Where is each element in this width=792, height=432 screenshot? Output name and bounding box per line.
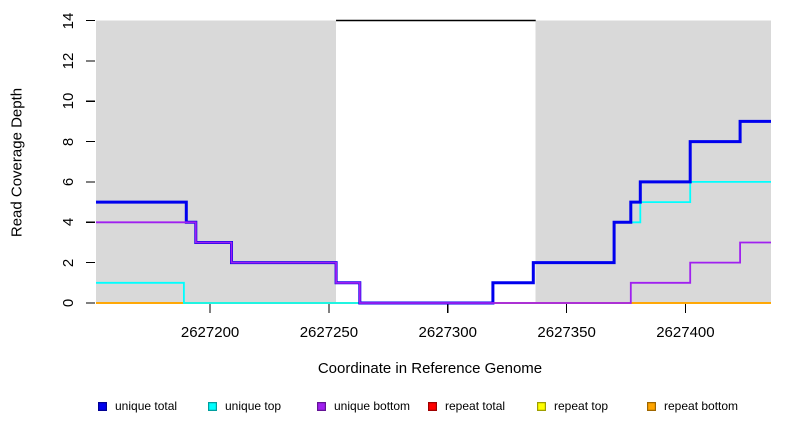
legend-item-repeat-top: repeat top bbox=[537, 400, 608, 412]
x-axis-title: Coordinate in Reference Genome bbox=[317, 360, 543, 377]
legend-label: repeat total bbox=[445, 399, 506, 413]
y-tick-label: 0 bbox=[60, 298, 77, 308]
y-tick-label: 4 bbox=[60, 218, 77, 227]
shaded-region-right-coverage-region bbox=[535, 20, 771, 303]
y-tick-label: 12 bbox=[60, 52, 77, 70]
legend-swatch-icon bbox=[537, 401, 546, 411]
series-unique-bottom bbox=[96, 221, 771, 304]
legend-swatch-icon bbox=[208, 401, 217, 411]
x-tick-label: 2627400 bbox=[656, 324, 715, 341]
shaded-region-left-coverage-region bbox=[96, 20, 337, 303]
y-tick-label: 8 bbox=[60, 137, 77, 146]
x-tick-label: 2627250 bbox=[299, 324, 359, 341]
x-tick-label: 2627350 bbox=[537, 324, 596, 341]
x-tick-label: 2627300 bbox=[418, 324, 477, 341]
legend-swatch-icon bbox=[428, 401, 437, 411]
legend-item-repeat-bottom: repeat bottom bbox=[647, 400, 738, 412]
legend-swatch-icon bbox=[98, 401, 107, 411]
y-tick-label: 10 bbox=[60, 92, 77, 110]
x-tick-label: 2627200 bbox=[180, 324, 240, 341]
y-axis-title: Read Coverage Depth bbox=[8, 87, 26, 238]
y-tick-label: 14 bbox=[60, 12, 77, 29]
legend-swatch-icon bbox=[317, 401, 326, 411]
y-tick-label: 2 bbox=[60, 258, 77, 267]
y-tick-label: 6 bbox=[60, 177, 77, 187]
legend-item-repeat-total: repeat total bbox=[428, 400, 505, 412]
legend-label: unique total bbox=[115, 399, 178, 413]
legend-label: repeat bottom bbox=[664, 399, 739, 413]
legend-swatch-icon bbox=[647, 401, 656, 411]
legend-item-unique-bottom: unique bottom bbox=[317, 400, 410, 412]
legend-item-unique-top: unique top bbox=[208, 400, 281, 412]
legend-label: unique top bbox=[225, 399, 282, 413]
legend-item-unique-total: unique total bbox=[98, 400, 177, 412]
legend-label: repeat top bbox=[554, 399, 609, 413]
legend-label: unique bottom bbox=[334, 399, 411, 413]
